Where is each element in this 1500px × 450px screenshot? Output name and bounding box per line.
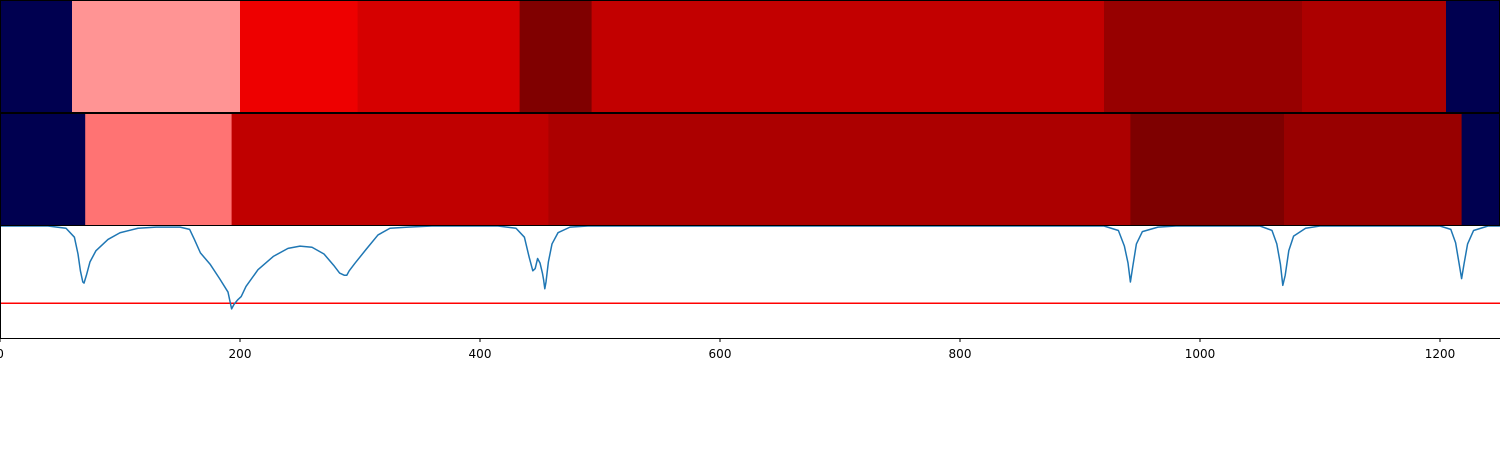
heatmap-middle-segment-7 [1461, 113, 1500, 226]
x-tick-label-600: 600 [709, 347, 732, 361]
heatmap-top-segment-9 [1446, 0, 1500, 113]
heatmap-top-segment-3 [240, 0, 359, 113]
x-tick-label-400: 400 [469, 347, 492, 361]
heatmap-middle-row [0, 113, 1500, 226]
heatmap-top-segment-2 [72, 0, 241, 113]
signal-series-line [0, 225, 1500, 310]
heatmap-middle-segment-4 [548, 113, 1131, 226]
heatmap-top-row [0, 0, 1500, 113]
heatmap-middle-segment-6 [1284, 113, 1463, 226]
x-tick-label-1200: 1200 [1425, 347, 1456, 361]
heatmap-middle-segment-1 [0, 113, 86, 226]
heatmap-top-segment-1 [0, 0, 73, 113]
heatmap-middle-segment-3 [231, 113, 549, 226]
heatmap-top-segment-8 [1302, 0, 1447, 113]
heatmap-middle-segment-5 [1130, 113, 1285, 226]
x-tick-label-800: 800 [949, 347, 972, 361]
heatmap-top-segment-7 [1104, 0, 1303, 113]
heatmap-middle-segment-2 [85, 113, 233, 226]
x-tick-label-1000: 1000 [1185, 347, 1216, 361]
x-tick-label-0: 0 [0, 347, 4, 361]
heatmap-top-segment-5 [519, 0, 593, 113]
heatmap-top-segment-6 [591, 0, 1105, 113]
x-axis-ticks: 0 200 400 600 800 1000 1200 [0, 338, 1455, 361]
heatmap-top-segment-4 [357, 0, 521, 113]
line-plot-background [0, 226, 1500, 338]
x-tick-label-200: 200 [229, 347, 252, 361]
